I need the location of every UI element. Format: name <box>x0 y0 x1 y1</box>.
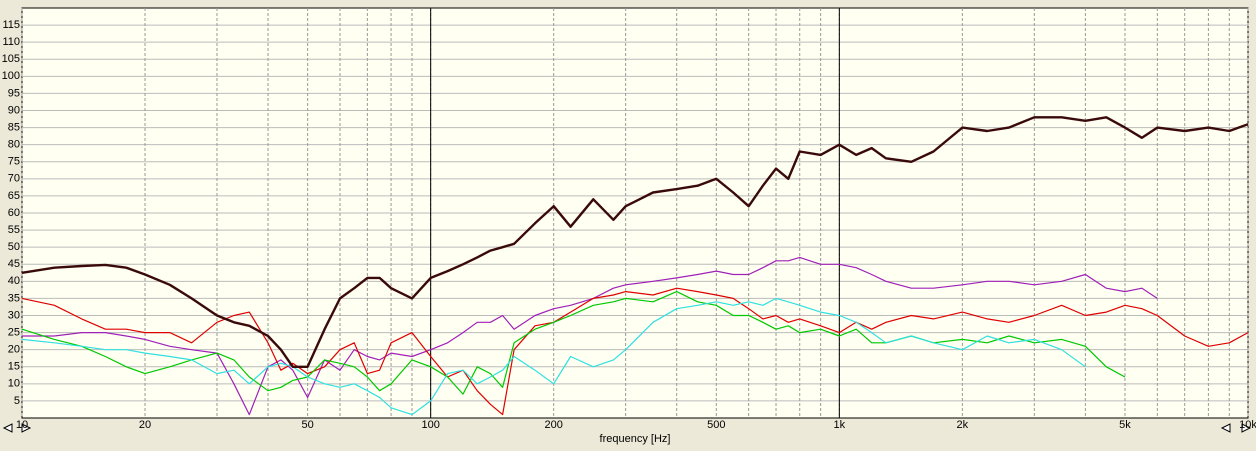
y-tick-label: 10 <box>8 378 20 390</box>
y-tick-label: 25 <box>8 326 20 338</box>
x-axis-label: frequency [Hz] <box>600 433 671 445</box>
y-tick-label: 75 <box>8 156 20 168</box>
response-line <box>22 256 1158 416</box>
y-tick-label: 60 <box>8 207 20 219</box>
y-tick-label: 85 <box>8 121 20 133</box>
y-tick-label: 100 <box>2 70 20 82</box>
scroll-arrows[interactable] <box>2 423 1252 433</box>
y-tick-label: 40 <box>8 275 20 287</box>
y-tick-label: 5 <box>14 395 20 407</box>
y-tick-label: 45 <box>8 258 20 270</box>
response-line <box>21 287 1249 416</box>
response-line <box>21 297 1086 416</box>
x-tick-label: 20 <box>139 419 151 431</box>
y-tick-label: 105 <box>2 53 20 65</box>
y-tick-label: 15 <box>8 361 20 373</box>
x-tick-label: 2k <box>957 419 969 431</box>
y-tick-label: 70 <box>8 173 20 185</box>
x-tick-label: 10 <box>16 419 28 431</box>
y-tick-label: 65 <box>8 190 20 202</box>
x-tick-label: 200 <box>545 419 563 431</box>
y-tick-label: 90 <box>8 104 20 116</box>
y-tick-label: 55 <box>8 224 20 236</box>
y-tick-label: 35 <box>8 292 20 304</box>
x-tick-label: 1k <box>834 419 846 431</box>
y-tick-label: 110 <box>2 36 20 48</box>
response-line <box>21 116 1249 368</box>
y-tick-label: 115 <box>2 19 20 31</box>
y-tick-label: 80 <box>8 139 20 151</box>
x-tick-label: 50 <box>302 419 314 431</box>
x-tick-label: 100 <box>421 419 439 431</box>
y-tick-label: 30 <box>8 309 20 321</box>
y-tick-label: 95 <box>8 87 20 99</box>
x-tick-label: 10k <box>1239 419 1256 431</box>
y-tick-label: 20 <box>8 344 20 356</box>
x-tick-label: 5k <box>1119 419 1131 431</box>
y-tick-label: 50 <box>8 241 20 253</box>
x-tick-label: 500 <box>707 419 725 431</box>
